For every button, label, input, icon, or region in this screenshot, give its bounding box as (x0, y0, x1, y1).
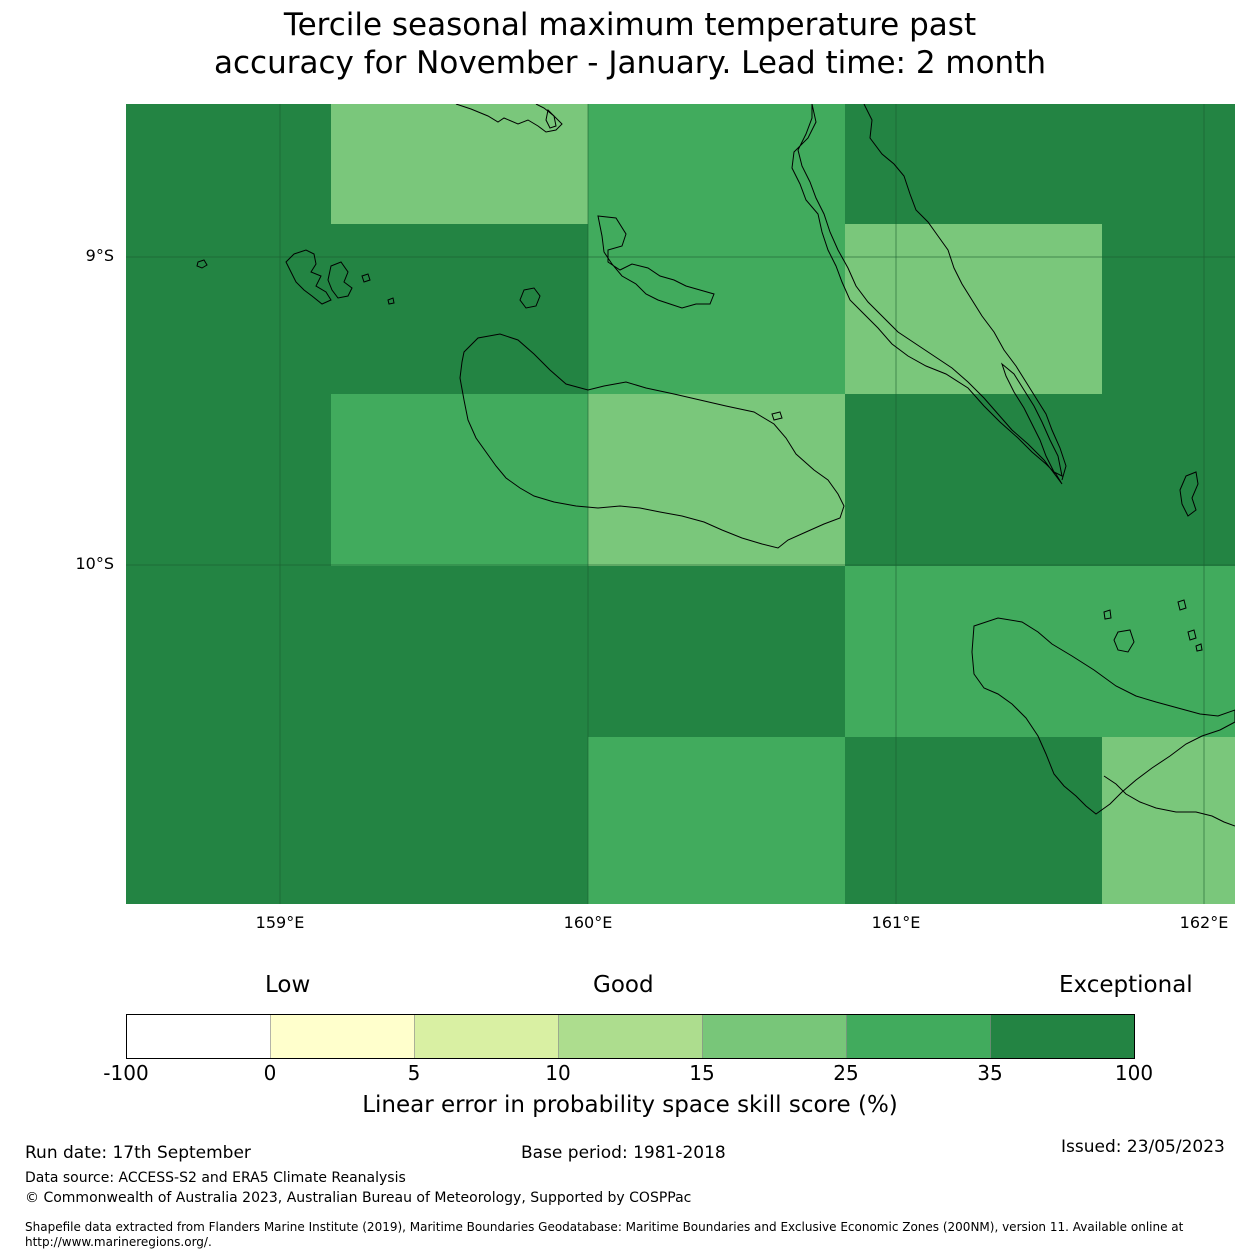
colorbar-tick: 25 (833, 1061, 859, 1085)
run-date: Run date: 17th September (25, 1143, 251, 1163)
coast-small-islet-north (545, 108, 557, 129)
colorbar-tick: -100 (103, 1061, 149, 1085)
skill-cell (126, 737, 332, 904)
lon-label-161e: 161°E (871, 913, 921, 932)
skill-cell (126, 394, 332, 567)
skill-cell (588, 394, 846, 567)
colorbar-tick: 35 (977, 1061, 1003, 1085)
coast-islet-small-2 (387, 297, 395, 305)
colorbar-tick: 0 (263, 1061, 277, 1085)
coast-makira (971, 617, 1235, 815)
skill-cell (1102, 566, 1235, 738)
colorbar-segment-1 (126, 1014, 271, 1059)
coastlines (196, 104, 1235, 827)
map-title: Tercile seasonal maximum temperature pas… (0, 6, 1260, 82)
skill-cell (331, 104, 589, 225)
coast-guadalcanal-islet (771, 411, 783, 421)
colorbar-segment-2 (270, 1014, 415, 1059)
coast-russell-east (327, 261, 353, 299)
coast-ulawa (1179, 471, 1199, 517)
lon-label-159e: 159°E (255, 913, 305, 932)
coast-ugi (1113, 629, 1135, 653)
skill-cell (331, 737, 589, 904)
coast-florida-islands (597, 215, 715, 309)
colorbar-tick: 10 (545, 1061, 571, 1085)
coast-islet-e4 (1195, 643, 1203, 652)
skill-cell (331, 224, 589, 395)
coast-islet-e3 (1187, 629, 1197, 641)
coast-islet-e1 (1103, 609, 1112, 620)
colorbar-segment-5 (702, 1014, 847, 1059)
title-line-1: Tercile seasonal maximum temperature pas… (283, 7, 977, 43)
map-panel (126, 104, 1235, 904)
coast-small-malaita (1000, 362, 1063, 477)
skill-cell (588, 566, 846, 738)
skill-cell (126, 224, 332, 395)
coast-savo-island (519, 287, 541, 309)
skill-cell (845, 394, 1103, 567)
skill-cell (588, 737, 846, 904)
legend-head-low: Low (265, 972, 311, 998)
map-canvas (126, 104, 1235, 904)
colorbar-segment-3 (414, 1014, 559, 1059)
skill-cell (845, 566, 1103, 738)
lat-label-10s: 10°S (75, 554, 114, 573)
shapefile-credit: Shapefile data extracted from Flanders M… (25, 1220, 1184, 1249)
colorbar-segment-4 (558, 1014, 703, 1059)
coast-guadalcanal (459, 333, 845, 549)
coast-russell-islands (285, 249, 332, 305)
skill-cell (331, 566, 589, 738)
skill-cell (1102, 737, 1235, 904)
skill-grid (126, 104, 1235, 904)
lon-label-162e: 162°E (1179, 913, 1229, 932)
skill-cell (126, 104, 332, 225)
colorbar (126, 1014, 1135, 1059)
colorbar-segment-6 (846, 1014, 991, 1059)
colorbar-tick: 15 (689, 1061, 715, 1085)
coast-malaita-east (863, 104, 1067, 481)
skill-cell (588, 224, 846, 395)
skill-cell (845, 737, 1103, 904)
skill-cell (845, 104, 1103, 225)
coast-islet-e2 (1177, 599, 1187, 611)
coast-islet-small-1 (361, 273, 371, 283)
legend-head-exceptional: Exceptional (1059, 972, 1193, 998)
skill-cell (588, 104, 846, 225)
copyright: © Commonwealth of Australia 2023, Austra… (25, 1190, 692, 1206)
issued-date: Issued: 23/05/2023 (1061, 1137, 1225, 1157)
graticule (126, 104, 1235, 904)
coast-savo-florida-north (455, 104, 563, 133)
colorbar-frame (126, 1014, 1135, 1059)
skill-cell (845, 224, 1103, 395)
skill-cell (331, 394, 589, 567)
legend-head-good: Good (593, 972, 654, 998)
lon-label-160e: 160°E (563, 913, 613, 932)
colorbar-tick: 100 (1114, 1061, 1154, 1085)
skill-cell (1102, 224, 1235, 395)
coast-malaita-west (791, 104, 1063, 485)
base-period: Base period: 1981-2018 (521, 1143, 726, 1163)
title-line-2: accuracy for November - January. Lead ti… (213, 45, 1047, 81)
colorbar-caption: Linear error in probability space skill … (362, 1092, 898, 1118)
coast-makira-south (1103, 775, 1235, 827)
coast-islet-west (196, 259, 208, 269)
skill-cell (126, 566, 332, 738)
lat-label-9s: 9°S (85, 246, 114, 265)
skill-cell (1102, 394, 1235, 567)
colorbar-segment-7 (990, 1014, 1135, 1059)
data-source: Data source: ACCESS-S2 and ERA5 Climate … (25, 1170, 406, 1186)
colorbar-tick: 5 (407, 1061, 421, 1085)
skill-cell (1102, 104, 1235, 225)
